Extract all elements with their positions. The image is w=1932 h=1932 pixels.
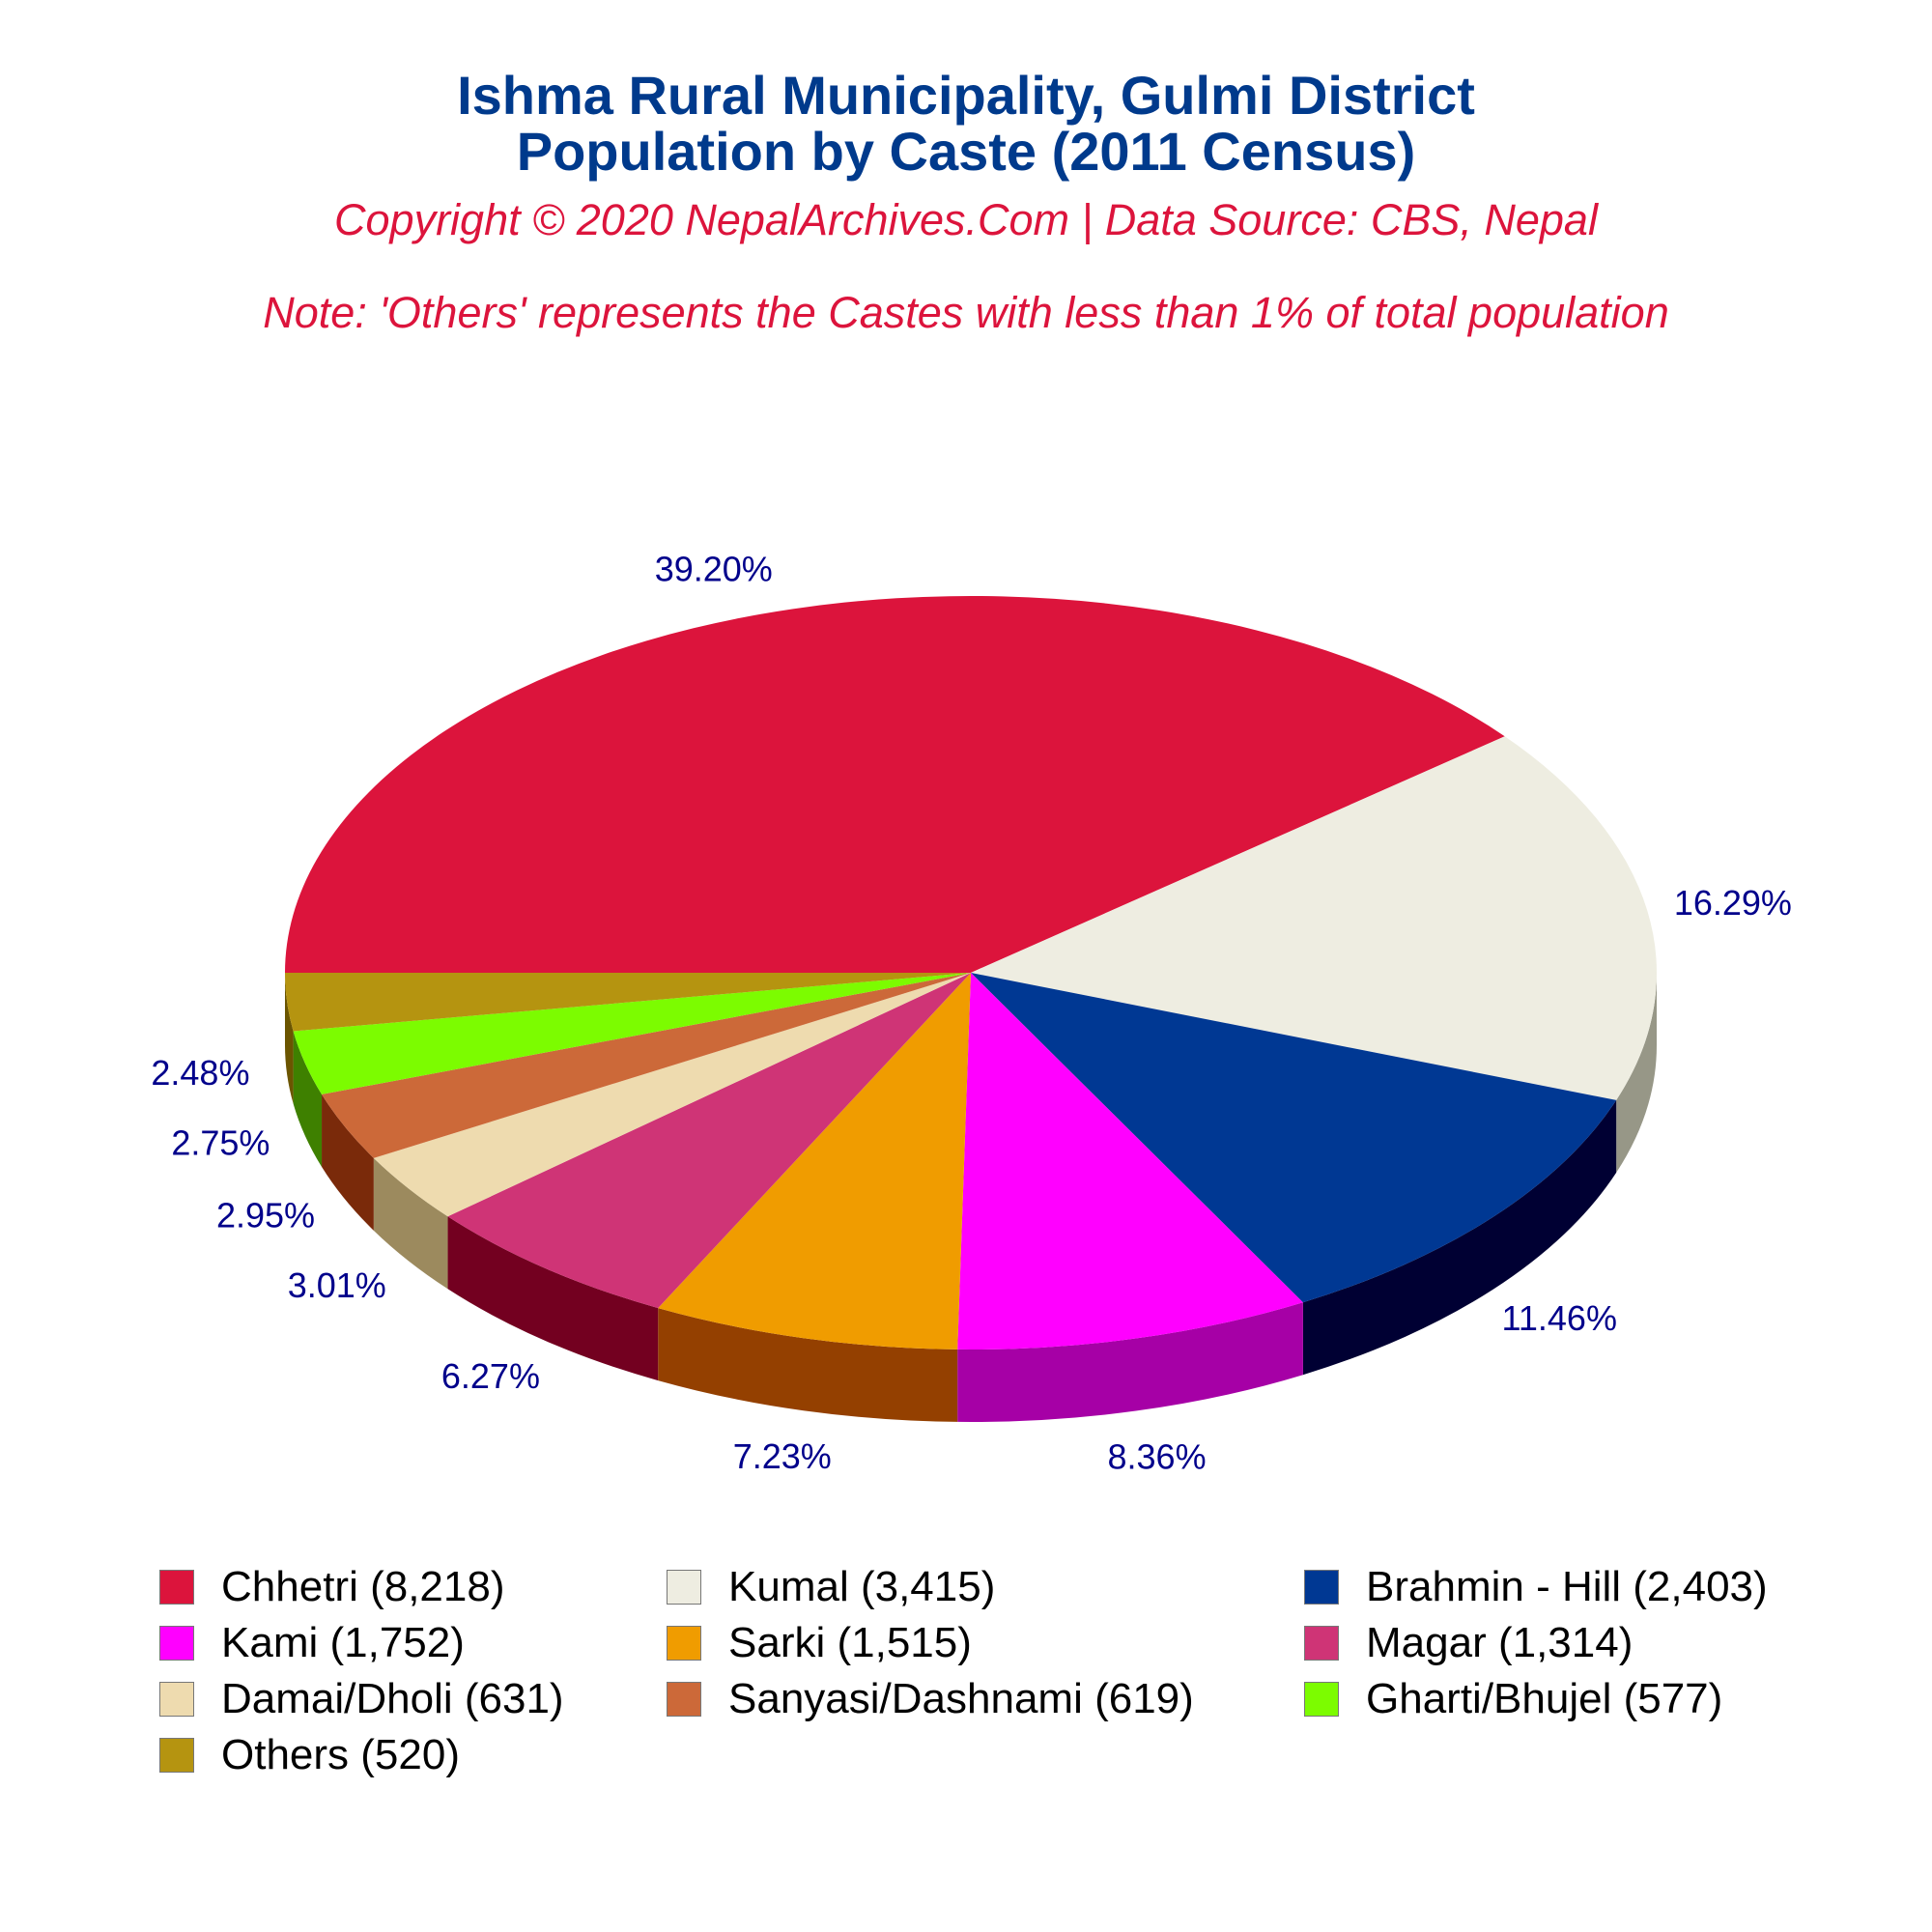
legend-label: Magar (1,314) (1366, 1619, 1634, 1666)
percent-label-chhetri: 39.20% (655, 549, 773, 588)
percent-label-kami: 8.36% (1108, 1436, 1207, 1476)
slice-side-others (285, 973, 294, 1104)
percent-label-brahmin-hill: 11.46% (1502, 1298, 1617, 1338)
chart-title-line2: Population by Caste (2011 Census) (516, 121, 1416, 182)
legend-item-kami: Kami (1,752) (159, 1619, 667, 1667)
slice-side-kumal (1616, 973, 1657, 1173)
legend-swatch (159, 1626, 194, 1661)
legend-swatch (667, 1626, 701, 1661)
legend-item-damai-dholi: Damai/Dholi (631) (159, 1675, 667, 1723)
slice-chhetri (285, 596, 1505, 973)
slice-side-sarki (658, 1308, 958, 1422)
slice-sanyasi-dashnami (322, 973, 971, 1158)
slice-side-brahmin-hill (1302, 1099, 1617, 1376)
legend-item-others: Others (520) (159, 1731, 667, 1779)
legend-item-sanyasi-dashnami: Sanyasi/Dashnami (619) (667, 1675, 1304, 1723)
legend-label: Gharti/Bhujel (577) (1366, 1675, 1723, 1722)
chart-legend: Chhetri (8,218) Kumal (3,415) Brahmin - Hi… (159, 1563, 1860, 1779)
percent-label-magar: 6.27% (441, 1356, 540, 1396)
legend-item-gharti-bhujel: Gharti/Bhujel (577) (1304, 1675, 1860, 1723)
copyright-text: Copyright © 2020 NepalArchives.Com | Dat… (334, 195, 1598, 244)
slice-sarki (658, 973, 971, 1350)
percent-label-sarki: 7.23% (733, 1436, 832, 1476)
legend-swatch (159, 1738, 194, 1773)
percent-label-others: 2.48% (151, 1053, 249, 1093)
percent-label-sanyasi-dashnami: 2.95% (216, 1196, 315, 1236)
legend-label: Brahmin - Hill (2,403) (1366, 1563, 1768, 1610)
legend-label: Others (520) (221, 1731, 460, 1778)
percent-label-gharti-bhujel: 2.75% (171, 1122, 270, 1162)
legend-swatch (1304, 1626, 1339, 1661)
legend-swatch (1304, 1682, 1339, 1717)
slice-side-magar (447, 1216, 659, 1381)
legend-label: Sarki (1,515) (728, 1619, 972, 1666)
legend-label: Chhetri (8,218) (221, 1563, 505, 1610)
chart-title-line1: Ishma Rural Municipality, Gulmi District (457, 65, 1475, 126)
legend-swatch (159, 1682, 194, 1717)
note-text: Note: 'Others' represents the Castes wit… (263, 288, 1669, 337)
pie-chart: 39.20% 16.29% 11.46% 8.36% 7.23% 6.27% 3.01% 2.… (151, 549, 1792, 1476)
slice-side-gharti-bhujel (293, 1031, 323, 1167)
legend-label: Kumal (3,415) (728, 1563, 996, 1610)
legend-label: Kami (1,752) (221, 1619, 465, 1666)
legend-swatch (667, 1570, 701, 1605)
legend-swatch (1304, 1570, 1339, 1605)
slice-side-sanyasi-dashnami (322, 1094, 374, 1231)
slice-brahmin-hill (971, 973, 1617, 1303)
percent-label-damai-dholi: 3.01% (288, 1265, 386, 1305)
slice-magar (447, 973, 971, 1309)
legend-item-magar: Magar (1,314) (1304, 1619, 1860, 1667)
legend-item-brahmin-hill: Brahmin - Hill (2,403) (1304, 1563, 1860, 1611)
legend-label: Damai/Dholi (631) (221, 1675, 564, 1722)
slice-kami (957, 973, 1303, 1350)
slice-damai-dholi (373, 973, 971, 1217)
legend-label: Sanyasi/Dashnami (619) (728, 1675, 1194, 1722)
percent-label-kumal: 16.29% (1674, 883, 1792, 923)
slice-others (285, 973, 971, 1032)
slice-kumal (971, 736, 1657, 1100)
slice-side-kami (957, 1302, 1303, 1423)
legend-swatch (159, 1570, 194, 1605)
legend-item-kumal: Kumal (3,415) (667, 1563, 1304, 1611)
slice-side-damai-dholi (373, 1157, 448, 1290)
legend-item-chhetri: Chhetri (8,218) (159, 1563, 667, 1611)
legend-swatch (667, 1682, 701, 1717)
legend-item-sarki: Sarki (1,515) (667, 1619, 1304, 1667)
slice-gharti-bhujel (293, 973, 971, 1094)
